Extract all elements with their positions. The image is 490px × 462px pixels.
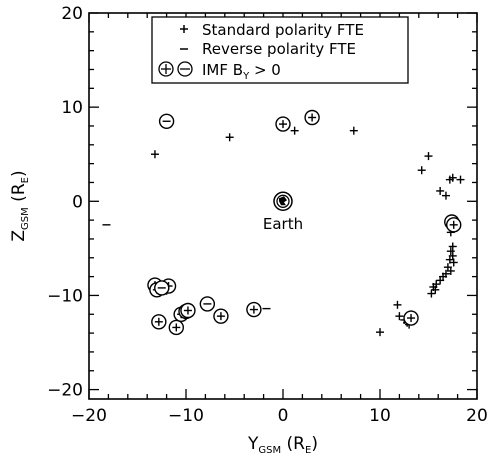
standard-fte-point bbox=[393, 300, 402, 309]
imf-by-positive-standard-point bbox=[304, 109, 320, 126]
earth-continent bbox=[279, 196, 287, 206]
standard-fte-point bbox=[376, 328, 384, 337]
x-tick-label: −10 bbox=[168, 406, 204, 426]
x-axis-label: YGSM (RE) bbox=[247, 434, 318, 456]
imf-by-positive-standard-point bbox=[246, 301, 262, 318]
standard-fte-point bbox=[456, 175, 465, 184]
legend-box bbox=[151, 16, 409, 84]
imf-by-positive-standard-point bbox=[446, 217, 462, 233]
standard-fte-point bbox=[446, 247, 455, 256]
y-tick-label: −20 bbox=[47, 381, 83, 401]
x-tick-label: −20 bbox=[71, 406, 107, 426]
data-points bbox=[102, 109, 465, 337]
standard-fte-point bbox=[436, 276, 445, 285]
imf-by-positive-standard-point bbox=[180, 302, 196, 319]
x-tick-labels: −20 −10 0 10 20 bbox=[71, 406, 488, 426]
standard-fte-point bbox=[395, 312, 404, 321]
standard-fte-point bbox=[448, 173, 457, 182]
y-tick-label: 0 bbox=[72, 192, 83, 212]
standard-fte-point bbox=[225, 133, 234, 142]
standard-fte-point bbox=[441, 191, 450, 200]
imf-by-positive-standard-point bbox=[213, 308, 229, 324]
legend-entry-standard: Standard polarity FTE bbox=[202, 21, 364, 39]
standard-fte-point bbox=[424, 152, 433, 161]
legend-entry-imf: IMF BY > 0 bbox=[202, 61, 281, 82]
imf-by-positive-reverse-point bbox=[154, 280, 170, 296]
x-tick-label: 20 bbox=[466, 406, 488, 426]
y-tick-label: −10 bbox=[47, 286, 83, 306]
earth-outer-ring bbox=[273, 191, 293, 212]
legend-entry-reverse: Reverse polarity FTE bbox=[202, 40, 356, 58]
standard-fte-point bbox=[349, 126, 358, 135]
imf-by-positive-reverse-point bbox=[158, 113, 175, 129]
standard-fte-point bbox=[436, 186, 445, 195]
y-tick-labels: −20 −10 0 10 20 bbox=[47, 4, 83, 401]
x-tick-label: 0 bbox=[278, 406, 289, 426]
standard-fte-point bbox=[427, 289, 436, 298]
imf-by-positive-standard-point bbox=[275, 116, 291, 132]
standard-fte-point bbox=[150, 150, 159, 159]
earth-icon bbox=[273, 191, 293, 212]
standard-fte-point bbox=[431, 285, 440, 294]
legend-marker-plus bbox=[180, 25, 188, 33]
earth-inner-ring bbox=[276, 194, 290, 208]
imf-by-positive-standard-point bbox=[168, 319, 185, 336]
y-tick-label: 10 bbox=[61, 98, 83, 118]
standard-fte-point bbox=[417, 166, 426, 175]
legend-marker-circled bbox=[158, 61, 193, 77]
x-tick-label: 10 bbox=[369, 406, 391, 426]
imf-by-positive-standard-point bbox=[151, 314, 167, 330]
imf-by-positive-standard-point bbox=[403, 310, 419, 326]
standard-fte-point bbox=[290, 126, 299, 135]
legend: Standard polarity FTE Reverse polarity F… bbox=[151, 16, 409, 84]
standard-fte-point bbox=[448, 242, 457, 251]
y-tick-label: 20 bbox=[61, 4, 83, 24]
standard-fte-point bbox=[446, 266, 455, 275]
earth-label: Earth bbox=[263, 215, 303, 233]
y-axis-label: ZGSM (RE) bbox=[9, 170, 31, 241]
imf-by-positive-reverse-point bbox=[199, 296, 216, 312]
standard-fte-point bbox=[449, 258, 458, 267]
